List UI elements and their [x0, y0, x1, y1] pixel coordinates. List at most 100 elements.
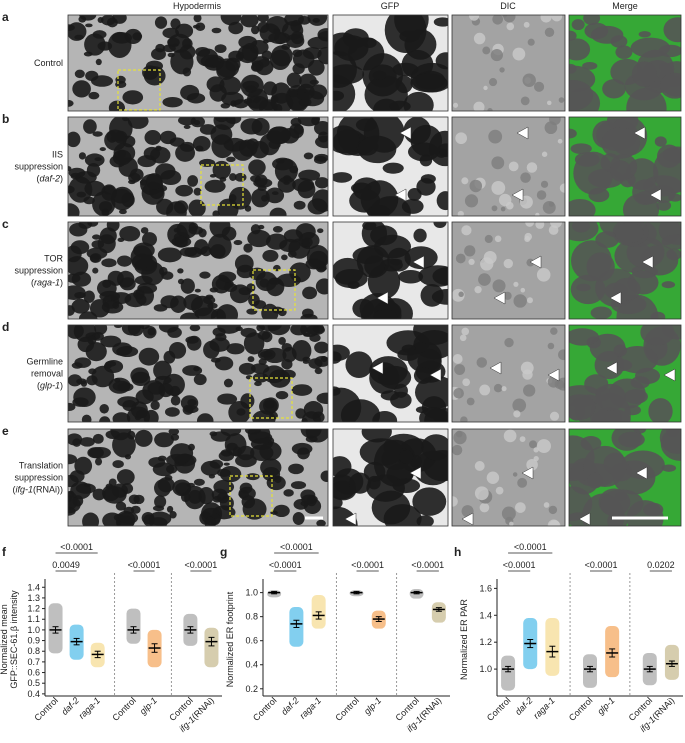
frame — [451, 428, 566, 527]
dic-granule — [526, 162, 538, 173]
dic-granule — [453, 430, 467, 445]
dic-granule — [550, 327, 558, 335]
dark-region — [269, 207, 287, 216]
dark-region — [68, 402, 76, 412]
dark-region — [99, 404, 109, 414]
arrowhead — [641, 255, 654, 269]
label-segment: glp-1 — [40, 381, 60, 391]
dark-region — [656, 200, 672, 211]
dark-region — [124, 292, 147, 308]
dark-region — [199, 158, 216, 168]
arrowhead — [605, 361, 618, 375]
dark-region — [92, 488, 106, 501]
dic-granule — [533, 455, 539, 462]
dark-region — [223, 378, 233, 388]
label-segment: glp-1 — [362, 695, 383, 716]
arrowhead — [399, 126, 412, 140]
dark-region — [75, 483, 96, 494]
label-segment: (RNAi) — [417, 695, 443, 721]
dark-region — [100, 15, 116, 26]
dic-granule — [540, 180, 549, 188]
dark-region — [166, 464, 178, 474]
dic-granule — [491, 205, 498, 212]
dark-region — [273, 504, 290, 518]
dark-region — [320, 355, 328, 363]
dark-region — [203, 296, 216, 305]
dic-granule — [469, 179, 483, 193]
dark-region — [316, 392, 328, 404]
dark-region — [156, 198, 174, 215]
x-tick-label: raga-1 — [531, 695, 556, 720]
dark-region — [238, 490, 250, 499]
frame — [451, 14, 566, 112]
zoom-box — [249, 377, 293, 419]
dic-granule — [548, 201, 555, 207]
dark-region — [250, 175, 261, 183]
dark-region — [194, 288, 201, 293]
dark-region — [570, 143, 592, 155]
dic-granule — [494, 235, 502, 243]
dark-region — [302, 237, 313, 247]
dark-region — [264, 400, 275, 409]
dic-granule — [479, 384, 491, 396]
dic-granule — [529, 440, 537, 449]
dark-region — [162, 27, 180, 39]
dic-granule — [536, 439, 551, 454]
arrowhead — [521, 466, 534, 480]
dark-region — [308, 59, 325, 76]
dark-region — [271, 191, 279, 196]
frame — [332, 14, 449, 112]
dark-region — [150, 400, 160, 411]
y-tick-label: 1.0 — [27, 625, 40, 635]
dark-region — [148, 511, 172, 526]
dark-region — [248, 431, 273, 444]
dic-granule — [483, 85, 488, 91]
p-value: <0.0001 — [351, 560, 384, 570]
dic-granule — [547, 519, 560, 526]
dark-region — [582, 61, 598, 70]
panel-letter: g — [220, 545, 227, 559]
dic-granule — [551, 15, 563, 22]
y-tick-label: 0.7 — [27, 657, 40, 667]
dic-granule — [506, 22, 515, 31]
frame — [67, 428, 329, 527]
dic-granule — [523, 384, 536, 397]
dark-region — [85, 70, 99, 82]
arrowhead — [649, 188, 662, 202]
dark-region — [219, 76, 242, 96]
dark-region — [134, 429, 153, 447]
dark-region — [104, 129, 127, 151]
arrowhead — [609, 291, 622, 305]
dark-region — [317, 228, 324, 234]
dark-region — [197, 413, 214, 422]
dark-region — [152, 505, 165, 512]
y-tick-label: 1.2 — [27, 604, 40, 614]
dark-region — [214, 44, 227, 54]
label-segment: glp-1 — [595, 695, 616, 716]
dark-region — [364, 255, 386, 277]
dark-region — [143, 66, 166, 86]
dark-region — [170, 443, 194, 463]
dark-region — [590, 306, 612, 319]
dark-region — [226, 343, 245, 355]
dark-region — [187, 399, 197, 406]
dark-region — [387, 247, 411, 272]
data-spread — [431, 602, 446, 623]
dark-region — [116, 469, 135, 485]
dark-region — [395, 75, 413, 94]
p-value: <0.0001 — [128, 560, 161, 570]
dark-region — [433, 222, 447, 228]
dic-granule — [559, 183, 565, 193]
data-spread — [126, 608, 141, 644]
dark-region — [638, 31, 651, 38]
frame — [332, 324, 449, 423]
dark-region — [569, 128, 577, 139]
dark-region — [258, 99, 278, 111]
micrograph — [569, 15, 681, 111]
x-tick-label: glp-1 — [595, 695, 616, 716]
micrograph — [452, 429, 565, 526]
row-label: suppression — [14, 473, 63, 483]
dark-region — [188, 199, 206, 216]
dark-region — [571, 222, 591, 233]
dark-region — [184, 405, 199, 414]
